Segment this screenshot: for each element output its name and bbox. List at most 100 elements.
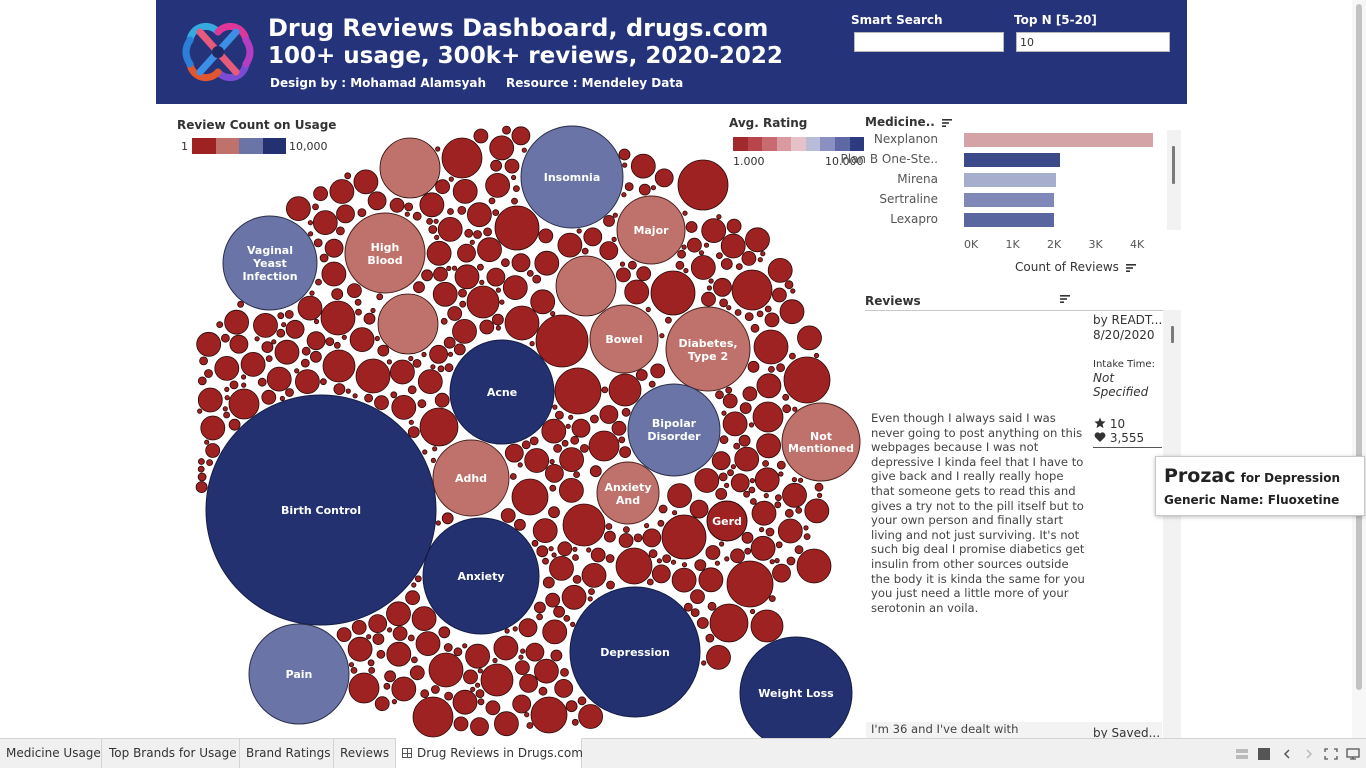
usage-bubble[interactable] bbox=[216, 321, 224, 329]
usage-bubble[interactable] bbox=[671, 567, 697, 593]
usage-bubble[interactable] bbox=[452, 689, 478, 715]
usage-bubble[interactable] bbox=[483, 227, 493, 237]
usage-bubble[interactable] bbox=[447, 306, 463, 321]
usage-bubble[interactable] bbox=[701, 218, 727, 244]
usage-bubble[interactable] bbox=[675, 260, 685, 270]
usage-bubble[interactable] bbox=[446, 265, 452, 271]
bubble-acne[interactable] bbox=[449, 339, 555, 445]
usage-bubble[interactable] bbox=[578, 704, 603, 729]
usage-bubble[interactable] bbox=[757, 257, 763, 263]
usage-bubble[interactable] bbox=[681, 244, 687, 250]
usage-bubble[interactable] bbox=[276, 328, 286, 338]
tab-drug-reviews[interactable]: Drug Reviews in Drugs.com bbox=[396, 738, 583, 768]
usage-bubble[interactable] bbox=[715, 487, 728, 500]
usage-bubble[interactable] bbox=[464, 228, 474, 238]
usage-bubble[interactable] bbox=[777, 518, 803, 544]
usage-bubble[interactable] bbox=[351, 620, 367, 635]
usage-bubble[interactable] bbox=[486, 267, 506, 287]
usage-bubble[interactable] bbox=[285, 388, 294, 397]
usage-bubble[interactable] bbox=[722, 411, 748, 437]
usage-bubble[interactable] bbox=[588, 430, 620, 462]
usage-bubble[interactable] bbox=[559, 447, 584, 473]
usage-bubble[interactable] bbox=[549, 484, 557, 492]
usage-bubble[interactable] bbox=[271, 339, 277, 345]
usage-bubble[interactable] bbox=[616, 267, 631, 283]
usage-bubble[interactable] bbox=[511, 253, 531, 273]
bubble-bowel[interactable] bbox=[589, 304, 659, 374]
usage-bubble[interactable] bbox=[545, 463, 564, 483]
usage-bubble[interactable] bbox=[518, 618, 538, 638]
usage-bubble[interactable] bbox=[741, 250, 757, 266]
usage-bubble[interactable] bbox=[417, 369, 443, 395]
bubble-gerd[interactable] bbox=[706, 500, 748, 542]
usage-bubble[interactable] bbox=[195, 481, 208, 494]
usage-bubble[interactable] bbox=[376, 649, 386, 659]
usage-bubble[interactable] bbox=[563, 615, 571, 622]
usage-bubble[interactable] bbox=[331, 288, 344, 301]
usage-bubble[interactable] bbox=[621, 407, 631, 417]
usage-bubble[interactable] bbox=[722, 393, 738, 409]
present-icon[interactable] bbox=[1346, 748, 1360, 763]
usage-bubble[interactable] bbox=[411, 582, 417, 588]
usage-bubble[interactable] bbox=[557, 541, 573, 557]
usage-bubble[interactable] bbox=[502, 275, 528, 301]
usage-bubble[interactable] bbox=[670, 559, 677, 565]
usage-bubble[interactable] bbox=[775, 494, 782, 502]
usage-bubble[interactable] bbox=[350, 667, 358, 674]
usage-bubble[interactable] bbox=[307, 220, 313, 226]
usage-bubble[interactable] bbox=[297, 295, 323, 321]
usage-bubble[interactable] bbox=[797, 477, 804, 483]
usage-bubble[interactable] bbox=[325, 337, 335, 347]
usage-bubble[interactable] bbox=[568, 414, 574, 420]
usage-bubble[interactable] bbox=[733, 442, 741, 450]
usage-bubble[interactable] bbox=[724, 556, 730, 562]
usage-bubble[interactable] bbox=[465, 643, 491, 669]
usage-bubble[interactable] bbox=[561, 439, 569, 447]
usage-bubble[interactable] bbox=[495, 325, 501, 331]
usage-bubble[interactable] bbox=[560, 668, 569, 677]
usage-bubble[interactable] bbox=[199, 356, 209, 366]
usage-bubble[interactable] bbox=[452, 318, 477, 344]
usage-bubble[interactable] bbox=[475, 689, 485, 698]
usage-bubble[interactable] bbox=[309, 290, 315, 296]
usage-bubble[interactable] bbox=[348, 672, 380, 704]
usage-bubble[interactable] bbox=[476, 263, 484, 271]
usage-bubble[interactable] bbox=[511, 197, 518, 205]
usage-bubble[interactable] bbox=[590, 547, 606, 563]
usage-bubble[interactable] bbox=[703, 242, 710, 248]
usage-bubble[interactable] bbox=[734, 309, 742, 316]
tab-top-brands-for-usage[interactable]: Top Brands for Usage bbox=[103, 739, 240, 768]
usage-bubble[interactable] bbox=[466, 202, 492, 228]
usage-bubble[interactable] bbox=[690, 608, 700, 617]
usage-bubble[interactable] bbox=[553, 605, 565, 618]
usage-bubble[interactable] bbox=[391, 676, 417, 702]
usage-bubble[interactable] bbox=[765, 527, 775, 537]
usage-bubble[interactable] bbox=[492, 657, 498, 664]
usage-bubble[interactable] bbox=[224, 395, 230, 401]
fullscreen-icon[interactable] bbox=[1324, 748, 1338, 763]
usage-bubble[interactable] bbox=[561, 584, 587, 610]
usage-bubble[interactable] bbox=[470, 717, 489, 736]
usage-bubble[interactable] bbox=[428, 225, 438, 234]
usage-bubble[interactable] bbox=[459, 300, 467, 308]
usage-bubble[interactable] bbox=[376, 293, 384, 301]
usage-bubble[interactable] bbox=[453, 716, 469, 732]
bar-label[interactable]: Nexplanon bbox=[873, 132, 938, 146]
usage-bubble[interactable] bbox=[707, 601, 717, 611]
usage-bubble[interactable] bbox=[404, 211, 410, 217]
usage-bubble[interactable] bbox=[526, 722, 534, 729]
usage-bubble[interactable] bbox=[748, 422, 755, 428]
usage-bubble[interactable] bbox=[254, 336, 260, 342]
usage-bubble[interactable] bbox=[509, 473, 517, 480]
usage-bubble[interactable] bbox=[557, 232, 583, 258]
bar[interactable] bbox=[964, 213, 1055, 227]
usage-bubble[interactable] bbox=[813, 352, 820, 359]
usage-bubble[interactable] bbox=[502, 125, 511, 135]
usage-bubble[interactable] bbox=[470, 686, 476, 692]
usage-bubble[interactable] bbox=[491, 313, 504, 326]
usage-bubble[interactable] bbox=[756, 433, 781, 459]
usage-bubble[interactable] bbox=[435, 179, 451, 195]
usage-bubble[interactable] bbox=[730, 473, 750, 493]
usage-bubble[interactable] bbox=[624, 182, 634, 192]
usage-bubble[interactable] bbox=[410, 656, 418, 664]
